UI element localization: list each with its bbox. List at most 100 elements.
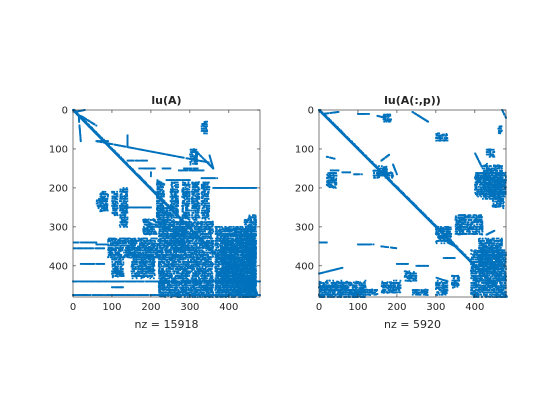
lu-a-nonzero-mark	[210, 258, 212, 261]
lu-a-nonzero-mark	[207, 251, 210, 254]
lu-a-nonzero-mark	[159, 277, 162, 280]
lu-a-nonzero-mark	[83, 280, 86, 283]
lu-a-nonzero-mark	[210, 272, 213, 275]
lu-a-nonzero-mark	[186, 279, 189, 282]
lu-a-nonzero-mark	[200, 258, 203, 261]
lu-a-nonzero-mark	[206, 241, 209, 244]
lu-a-nonzero-mark	[154, 294, 157, 296]
lu-a-nonzero-mark	[160, 235, 163, 238]
lu-a-nonzero-mark	[171, 262, 173, 264]
lu-a-nonzero-mark	[197, 222, 200, 225]
lu-a-nonzero-mark	[155, 151, 158, 154]
lu-a-nonzero-mark	[170, 247, 172, 249]
lu-a-nonzero-mark	[82, 247, 84, 250]
lu-a-nonzero-mark	[178, 277, 181, 280]
lu-a-nonzero-mark	[184, 275, 186, 277]
lu-a-nonzero-mark	[205, 260, 207, 263]
lu-a-nonzero-mark	[88, 120, 91, 123]
lu-a-nonzero-mark	[195, 252, 198, 255]
lu-a-nonzero-mark	[206, 221, 208, 224]
lu-a-nonzero-mark	[207, 279, 210, 282]
lu-a-nonzero-mark	[197, 261, 199, 263]
lu-a-nonzero-mark	[209, 276, 212, 279]
lu-a-nonzero-mark	[203, 276, 206, 279]
lu-a-nonzero-mark	[206, 295, 209, 298]
lu-a-nonzero-mark	[185, 247, 188, 249]
lu-a-nonzero-mark	[198, 282, 201, 285]
lu-a-nonzero-mark	[178, 221, 181, 224]
lu-a-nonzero-mark	[199, 233, 202, 236]
lu-a-nonzero-mark	[79, 241, 82, 244]
lu-a-nonzero-mark	[211, 276, 214, 278]
lu-a-nonzero-mark	[119, 144, 122, 147]
lu-a-nonzero-mark	[124, 145, 127, 148]
lu-a-nonzero-mark	[166, 245, 168, 248]
lu-a-nonzero-mark	[138, 206, 141, 209]
lu-a-nonzero-mark	[189, 284, 191, 287]
lu-a-nonzero-mark	[161, 271, 164, 274]
lu-a-nonzero-mark	[162, 295, 164, 298]
lu-a-nonzero-mark	[197, 272, 200, 275]
lu-a-nonzero-mark	[186, 169, 189, 172]
lu-a-nonzero-mark	[142, 280, 145, 283]
lu-a-nonzero-mark	[160, 291, 163, 294]
lu-a-nonzero-mark	[183, 275, 185, 277]
lu-a-nonzero-mark	[167, 268, 170, 270]
lu-a-nonzero-mark	[170, 265, 173, 268]
lu-a-nonzero-mark	[172, 223, 175, 226]
lu-a-nonzero-mark	[77, 241, 80, 244]
lu-a-nonzero-mark	[189, 169, 192, 172]
lu-a-nonzero-mark	[192, 237, 195, 240]
lu-a-nonzero-mark	[183, 221, 186, 224]
lu-a-nonzero-mark	[206, 240, 209, 242]
lu-a-nonzero-mark	[164, 259, 167, 261]
lu-a-nonzero-mark	[175, 289, 178, 291]
lu-a-nonzero-mark	[182, 291, 185, 294]
lu-a-nonzero-mark	[158, 250, 160, 253]
lu-a-nonzero-mark	[163, 153, 166, 155]
lu-a-nonzero-mark	[180, 225, 183, 228]
lu-a-sparsity-marks	[72, 108, 261, 298]
lu-a-nonzero-mark	[192, 285, 195, 288]
lu-a-nonzero-mark	[92, 247, 95, 250]
lu-a-nonzero-mark	[159, 249, 161, 252]
lu-a-nonzero-mark	[186, 284, 188, 287]
lu-a-nonzero-mark	[133, 294, 135, 296]
lu-a-nonzero-mark	[194, 236, 196, 239]
lu-a-nonzero-mark	[176, 280, 179, 283]
lu-a-nonzero-mark	[177, 263, 180, 266]
lu-a-nonzero-mark	[196, 167, 199, 170]
lu-a-nonzero-mark	[193, 291, 196, 294]
lu-a-nonzero-mark	[196, 169, 199, 172]
lu-a-nonzero-mark	[211, 232, 214, 235]
lu-a-nonzero-mark	[175, 252, 177, 255]
lu-a-nonzero-mark	[198, 279, 201, 282]
lu-a-nonzero-mark	[158, 265, 161, 268]
lu-a-nonzero-mark	[204, 263, 207, 266]
lu-a-nonzero-mark	[137, 159, 139, 162]
lu-a-nonzero-mark	[171, 221, 174, 224]
lu-a-nonzero-mark	[200, 249, 202, 252]
lu-a-nonzero-mark	[107, 243, 109, 246]
lu-a-nonzero-mark	[175, 293, 178, 296]
lu-a-nonzero-mark	[213, 187, 215, 189]
lu-a-nonzero-mark	[85, 118, 88, 121]
lu-a-nonzero-mark	[99, 262, 102, 265]
lu-a-nonzero-mark	[182, 278, 184, 281]
lu-a-nonzero-mark	[189, 249, 192, 252]
lu-a-nonzero-mark	[161, 272, 164, 275]
lu-a-nonzero-mark	[179, 254, 182, 257]
lu-a-nonzero-mark	[190, 221, 193, 224]
lu-a-nonzero-mark	[134, 147, 137, 150]
lu-a-nonzero-mark	[186, 226, 189, 229]
lu-a-nonzero-mark	[198, 249, 201, 252]
lu-a-nonzero-mark	[169, 259, 172, 262]
lu-a-nonzero-mark	[204, 277, 207, 280]
lu-a-nonzero-mark	[173, 251, 176, 254]
lu-a-nonzero-mark	[179, 265, 181, 268]
lu-a-nonzero-mark	[174, 250, 177, 253]
lu-a-nonzero-mark	[172, 249, 175, 252]
lu-a-nonzero-mark	[256, 292, 259, 295]
lu-a-nonzero-mark	[173, 255, 176, 258]
